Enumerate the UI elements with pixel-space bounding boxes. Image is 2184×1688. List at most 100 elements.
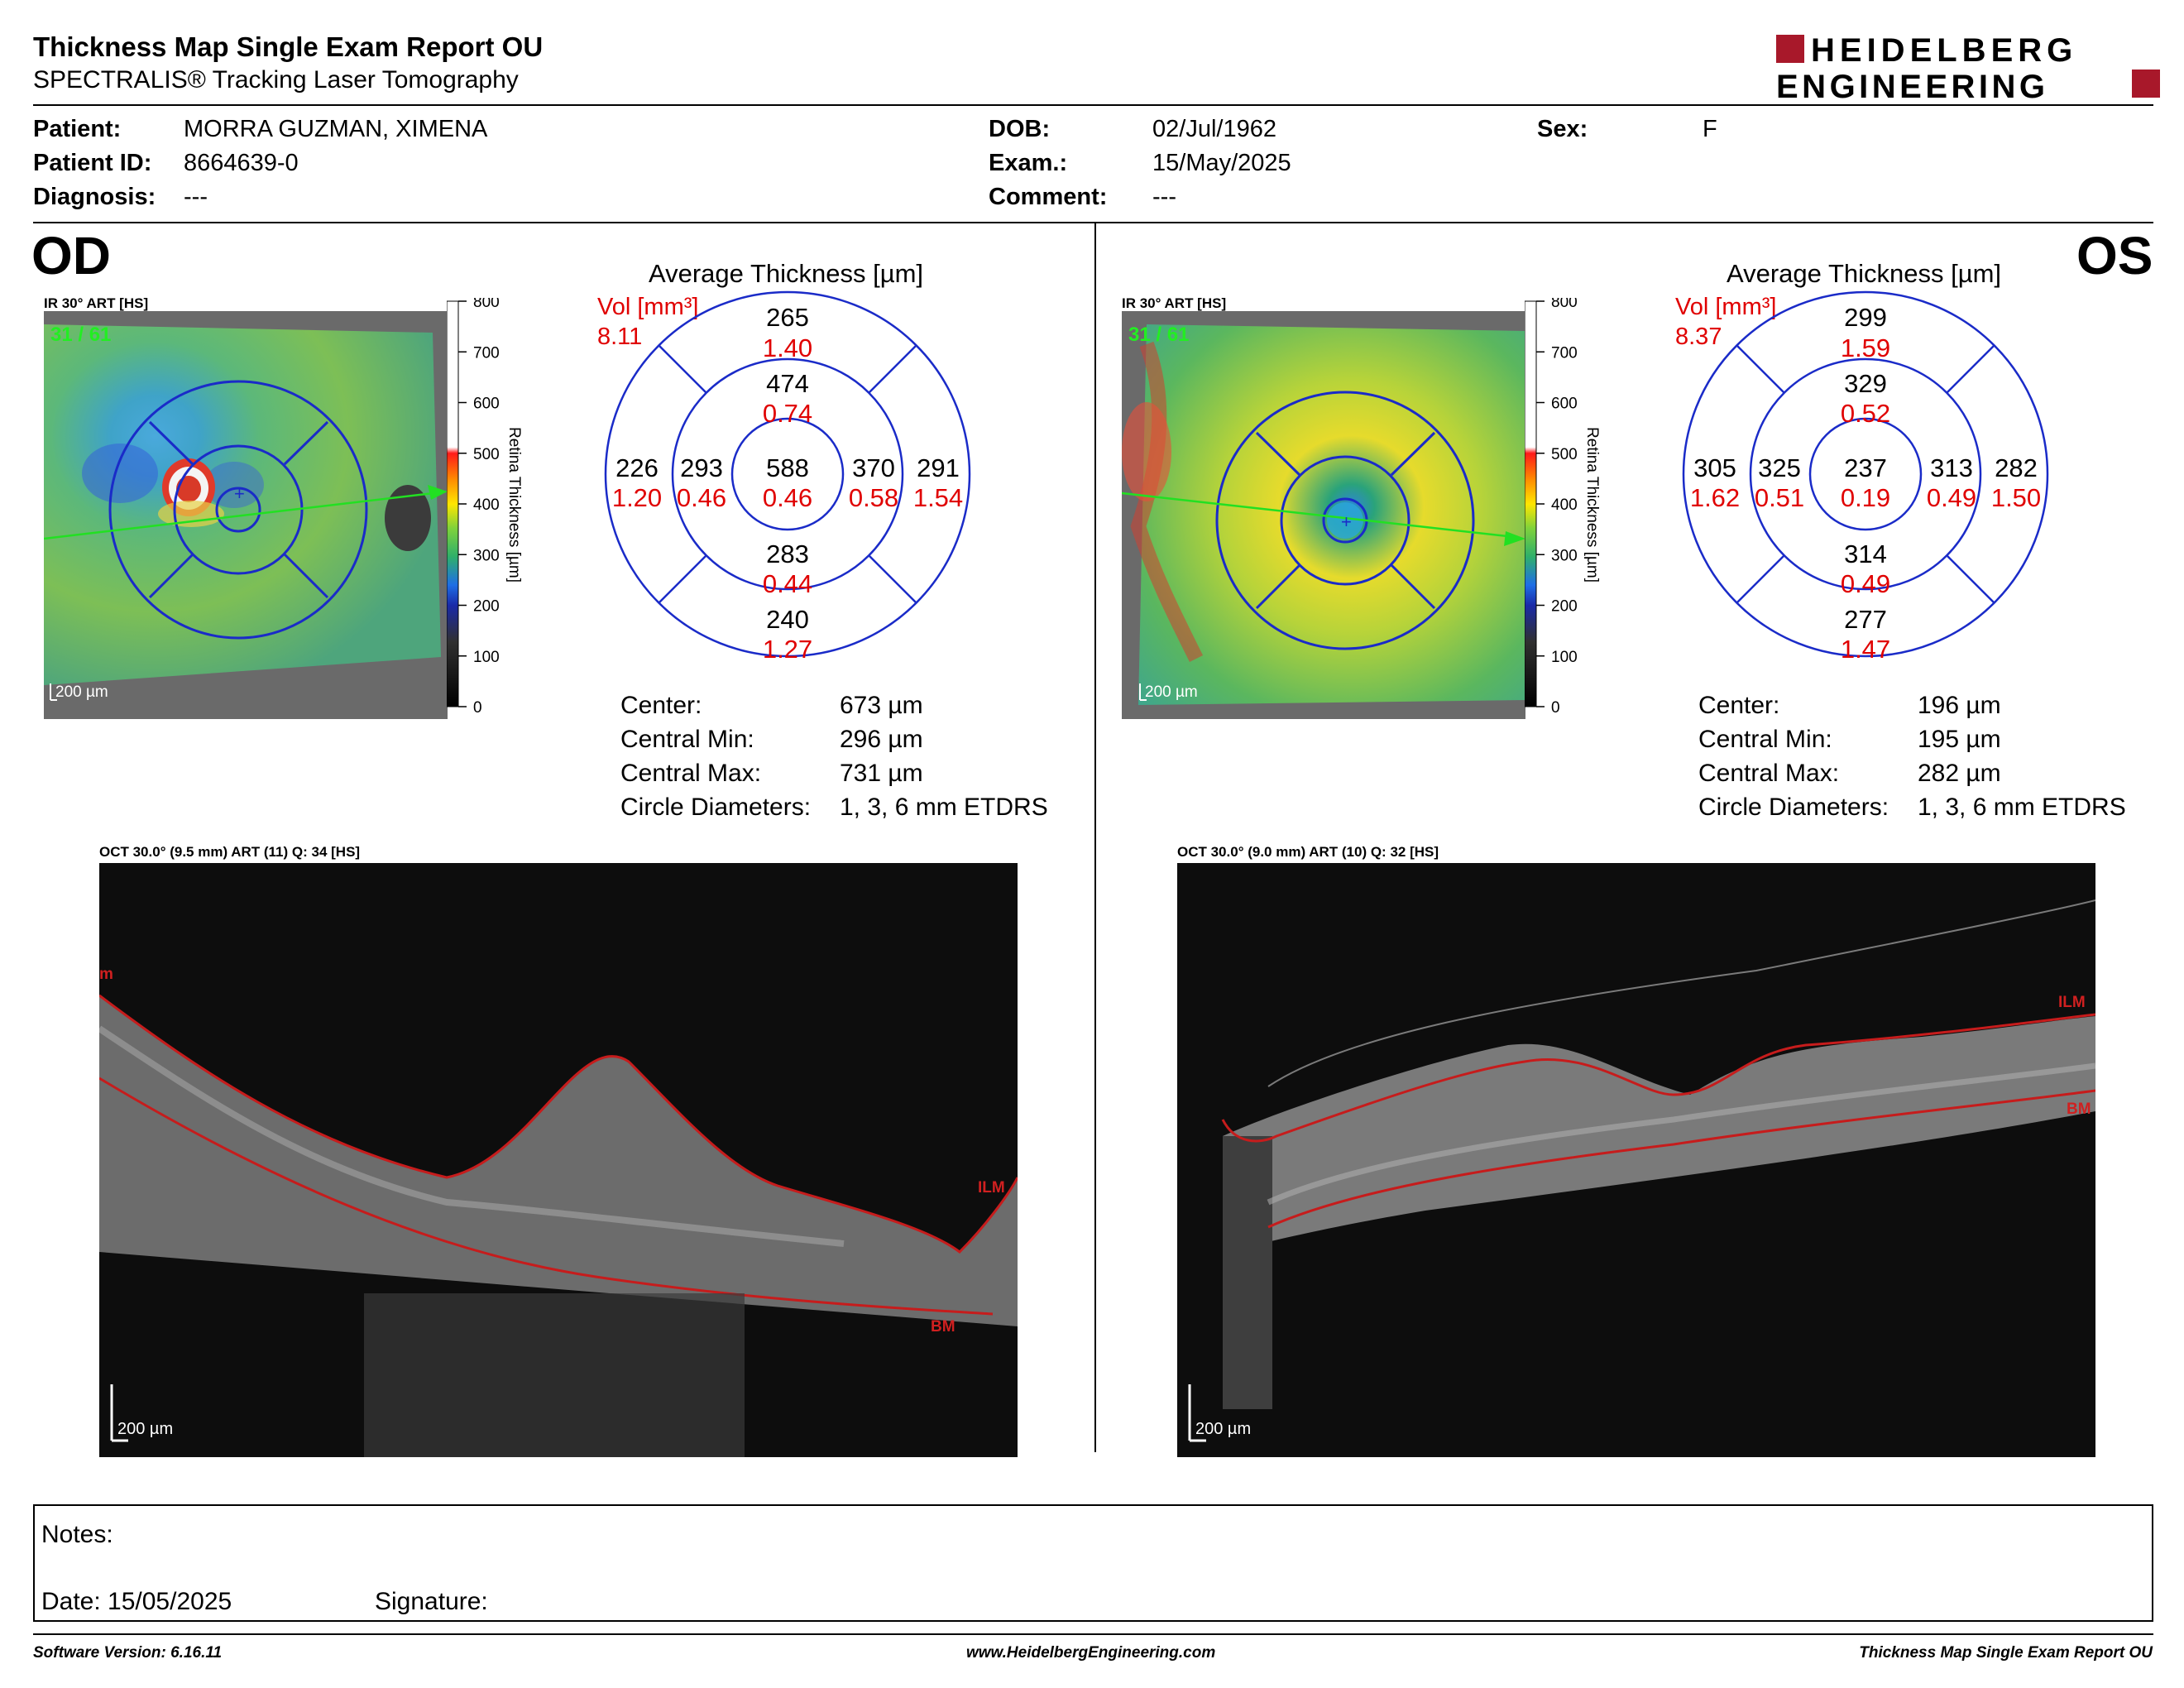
od-center-volume: 0.46 xyxy=(763,483,812,512)
os-center-label: Center: xyxy=(1698,692,1780,719)
comment-value: --- xyxy=(1152,184,1176,210)
eye-divider xyxy=(1094,223,1096,1452)
od-ir-label: IR 30° ART [HS] xyxy=(44,295,149,311)
od-center-thickness: 588 xyxy=(766,453,809,482)
notes-box[interactable] xyxy=(33,1504,2153,1622)
od-colorbar: 800 700 600 500 400 300 200 100 0 Retina Thickne… xyxy=(447,298,523,717)
os-outer-right-thickness: 282 xyxy=(1995,453,2038,482)
od-eye-label: OD xyxy=(31,226,111,285)
od-oct-ilm-label: ILM xyxy=(978,1179,1005,1196)
os-inner-sup-thickness: 329 xyxy=(1844,369,1887,398)
signature-label: Signature: xyxy=(375,1588,488,1615)
od-outer-left-thickness: 226 xyxy=(615,453,659,482)
footer-report-name: Thickness Map Single Exam Report OU xyxy=(1859,1644,2153,1662)
os-center-thickness: 237 xyxy=(1844,453,1887,482)
exam-value: 15/May/2025 xyxy=(1152,150,1291,176)
os-scale-label: 200 µm xyxy=(1145,683,1198,701)
os-oct-bscan: ILM BM 200 µm xyxy=(1177,863,2095,1457)
os-central-min-label: Central Min: xyxy=(1698,726,1832,753)
os-colorbar-tick-label: 400 xyxy=(1551,496,1578,514)
os-colorbar-tick-label: 100 xyxy=(1551,649,1578,666)
sex-label: Sex: xyxy=(1537,116,1588,142)
od-central-min-label: Central Min: xyxy=(620,726,754,753)
os-outer-left-volume: 1.62 xyxy=(1690,483,1740,512)
os-colorbar: 800 700 600 500 400 300 200 100 0 Retina Thickne… xyxy=(1525,298,1601,717)
heidelberg-logo: HEIDELBERG ENGINEERING xyxy=(1776,32,2160,102)
od-inner-left-thickness: 293 xyxy=(680,453,723,482)
os-colorbar-tick-label: 0 xyxy=(1551,699,1560,717)
od-inner-right-thickness: 370 xyxy=(852,453,895,482)
software-version: Software Version: 6.16.11 xyxy=(33,1644,223,1662)
os-colorbar-tick-label: 700 xyxy=(1551,344,1578,362)
date-label: Date: 15/05/2025 xyxy=(41,1588,232,1615)
svg-text:+: + xyxy=(1341,511,1352,532)
os-inner-right-volume: 0.49 xyxy=(1927,483,1976,512)
os-avg-thickness-title: Average Thickness [µm] xyxy=(1726,259,2002,288)
notes-label: Notes: xyxy=(41,1521,113,1548)
website-link[interactable]: www.HeidelbergEngineering.com xyxy=(966,1644,1216,1662)
os-ir-label: IR 30° ART [HS] xyxy=(1122,295,1227,311)
os-oct-ilm-label: ILM xyxy=(2058,994,2086,1011)
od-colorbar-title: Retina Thickness [µm] xyxy=(505,427,523,583)
od-thickness-map: 31 / 61 200 µm + xyxy=(44,311,448,719)
od-central-max-label: Central Max: xyxy=(620,760,762,787)
patient-name: MORRA GUZMAN, XIMENA xyxy=(184,116,488,142)
os-inner-left-volume: 0.51 xyxy=(1755,483,1804,512)
od-outer-inf-thickness: 240 xyxy=(766,605,809,634)
os-thickness-map: + 31 / 61 200 µm xyxy=(1122,311,1525,719)
patient-id: 8664639-0 xyxy=(184,150,299,176)
od-inner-sup-volume: 0.74 xyxy=(763,399,812,428)
od-outer-right-volume: 1.54 xyxy=(913,483,963,512)
od-outer-right-thickness: 291 xyxy=(917,453,960,482)
od-colorbar-tick-label: 300 xyxy=(473,547,500,564)
report-subtitle: SPECTRALIS® Tracking Laser Tomography xyxy=(33,66,519,94)
sex-value: F xyxy=(1703,116,1717,142)
od-oct-scale: 200 µm xyxy=(117,1420,173,1438)
od-oct-bscan: m ILM BM 200 µm xyxy=(99,863,1018,1457)
od-circle-diam-value: 1, 3, 6 mm ETDRS xyxy=(840,794,1048,821)
os-central-max-value: 282 µm xyxy=(1918,760,2001,787)
svg-text:+: + xyxy=(234,483,245,504)
os-colorbar-tick-label: 800 xyxy=(1551,298,1578,311)
patient-id-label: Patient ID: xyxy=(33,150,152,176)
od-colorbar-tick-label: 200 xyxy=(473,598,500,616)
os-outer-inf-thickness: 277 xyxy=(1844,605,1887,634)
dob-value: 02/Jul/1962 xyxy=(1152,116,1276,142)
os-circle-diam-value: 1, 3, 6 mm ETDRS xyxy=(1918,794,2126,821)
os-outer-right-volume: 1.50 xyxy=(1991,483,2041,512)
os-inner-inf-thickness: 314 xyxy=(1844,539,1887,568)
od-colorbar-tick-label: 500 xyxy=(473,446,500,463)
comment-label: Comment: xyxy=(989,184,1108,210)
od-inner-inf-volume: 0.44 xyxy=(763,569,812,598)
diagnosis-value: --- xyxy=(184,184,208,210)
os-vol-label: Vol [mm³] xyxy=(1675,294,1777,320)
od-colorbar-ticks: 800 700 600 500 400 300 200 100 0 xyxy=(458,298,500,717)
report-title: Thickness Map Single Exam Report OU xyxy=(33,31,544,62)
od-inner-sup-thickness: 474 xyxy=(766,369,809,398)
od-outer-inf-volume: 1.27 xyxy=(763,635,812,664)
os-vol-total: 8.37 xyxy=(1675,324,1722,350)
os-outer-left-thickness: 305 xyxy=(1693,453,1736,482)
os-outer-sup-volume: 1.59 xyxy=(1841,333,1890,362)
od-inner-inf-thickness: 283 xyxy=(766,539,809,568)
os-oct-bm-label: BM xyxy=(2067,1101,2091,1118)
od-oct-edge-label: m xyxy=(99,966,113,983)
os-colorbar-title: Retina Thickness [µm] xyxy=(1583,427,1601,583)
od-colorbar-tick-label: 400 xyxy=(473,496,500,514)
od-central-max-value: 731 µm xyxy=(840,760,923,787)
os-outer-sup-thickness: 299 xyxy=(1844,303,1887,332)
od-colorbar-tick-label: 0 xyxy=(473,699,482,717)
os-inner-left-thickness: 325 xyxy=(1758,453,1801,482)
diagnosis-label: Diagnosis: xyxy=(33,184,156,210)
exam-label: Exam.: xyxy=(989,150,1068,176)
od-avg-thickness-title: Average Thickness [µm] xyxy=(648,259,924,288)
od-inner-right-volume: 0.58 xyxy=(849,483,898,512)
od-central-min-value: 296 µm xyxy=(840,726,923,753)
od-vol-total: 8.11 xyxy=(597,324,643,350)
od-etdrs-grid: 265 1.40 474 0.74 588 0.46 293 0.46 370 … xyxy=(604,290,971,664)
os-etdrs-grid: 299 1.59 329 0.52 237 0.19 325 0.51 313 … xyxy=(1682,290,2049,664)
od-frame-counter: 31 / 61 xyxy=(50,324,111,346)
od-colorbar-tick-label: 100 xyxy=(473,649,500,666)
od-colorbar-tick-label: 700 xyxy=(473,344,500,362)
os-circle-diam-label: Circle Diameters: xyxy=(1698,794,1889,821)
